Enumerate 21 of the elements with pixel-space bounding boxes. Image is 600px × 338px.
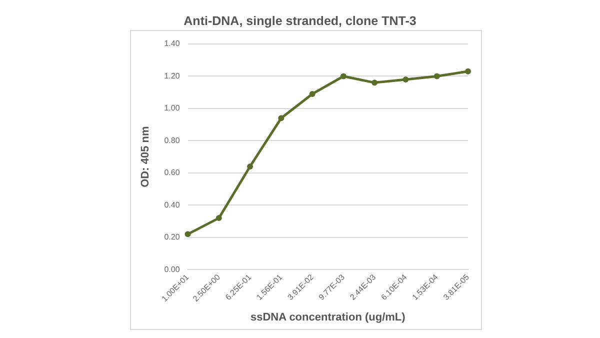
point	[184, 231, 191, 238]
y-tick-label: 0.00	[164, 264, 180, 274]
y-tick-label: 0.80	[164, 136, 180, 145]
point	[340, 73, 346, 80]
point	[216, 215, 222, 222]
point	[278, 115, 284, 122]
y-tick-label: 1.20	[164, 71, 180, 80]
y-tick-label: 0.60	[164, 168, 180, 178]
point	[247, 163, 254, 170]
point	[309, 90, 316, 97]
y-tick-label: 0.20	[164, 232, 180, 242]
y-tick-label: 0.40	[164, 200, 180, 210]
y-axis-title: OD: 405 nm	[140, 126, 152, 188]
y-tick-label: 1.40	[164, 39, 180, 48]
point	[372, 80, 378, 86]
point	[402, 76, 409, 82]
point	[465, 68, 471, 74]
point	[434, 73, 440, 80]
chart-title: Anti-DNA, single stranded, clone TNT-3	[182, 14, 418, 28]
y-tick-label: 1.00	[164, 104, 180, 113]
x-axis-title: ssDNA concentration (ug/mL)	[250, 311, 406, 324]
